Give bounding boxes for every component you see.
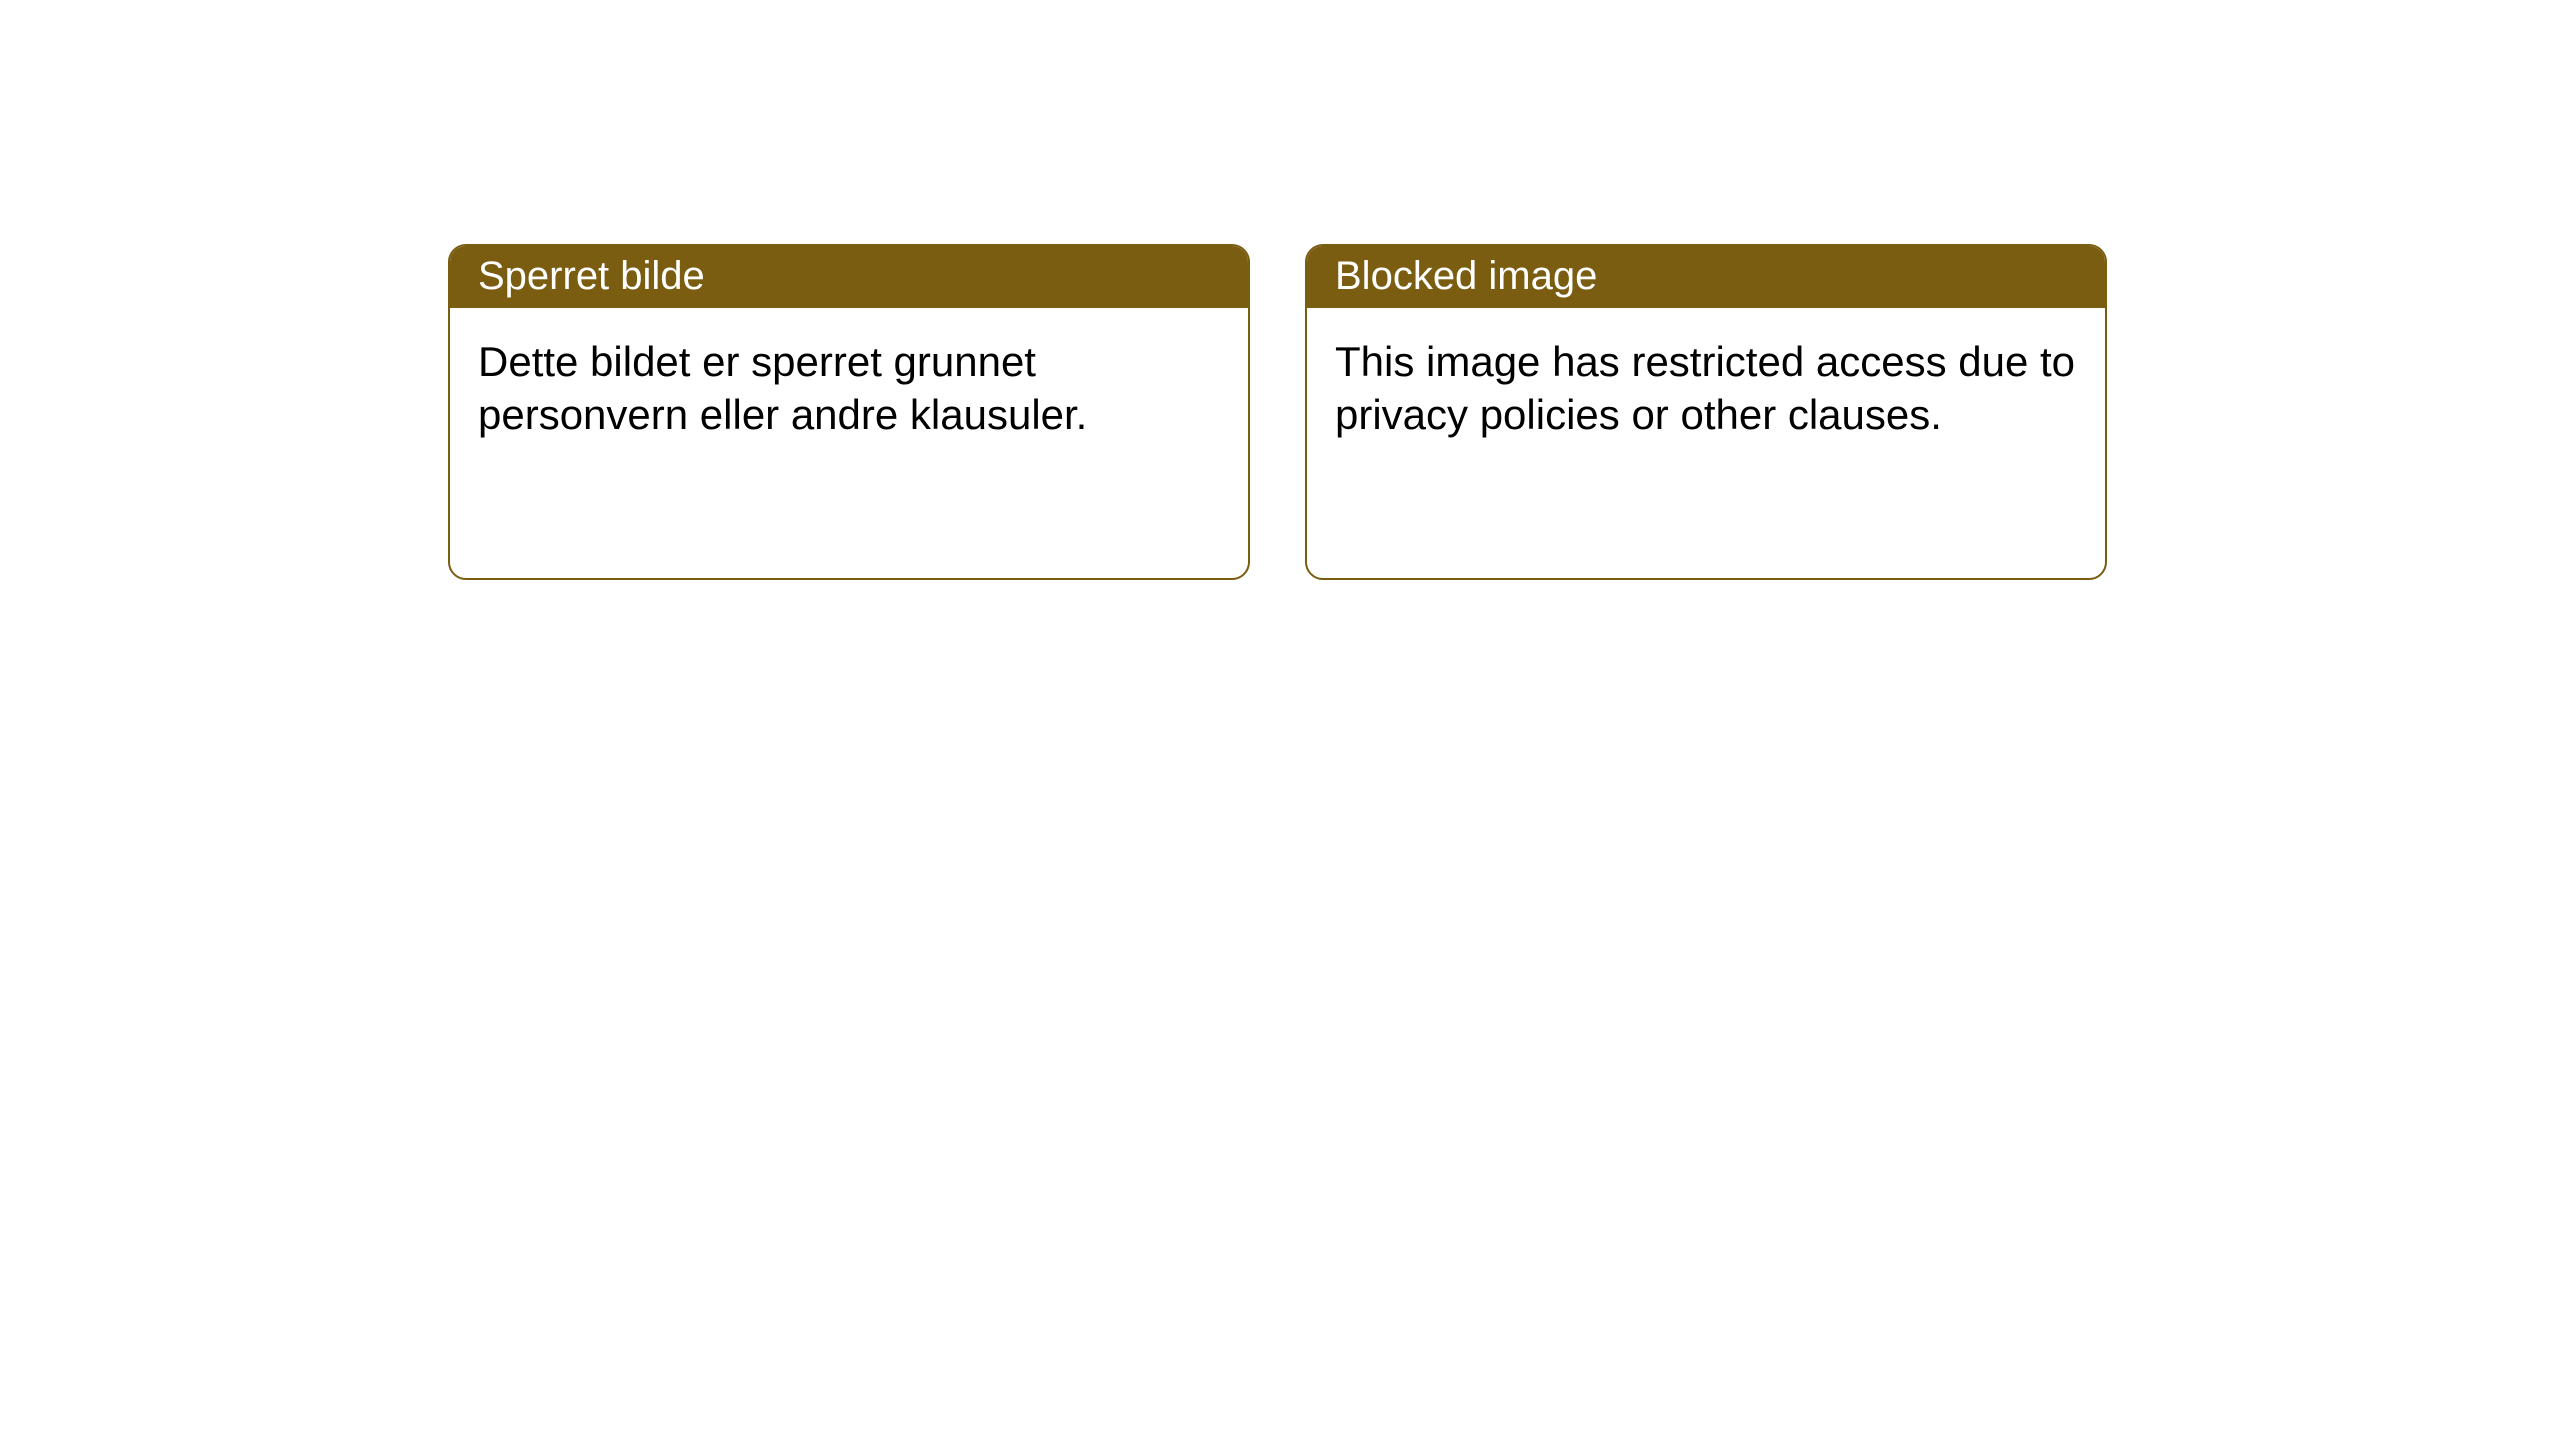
notice-card-en: Blocked image This image has restricted … xyxy=(1305,244,2107,580)
notice-container: Sperret bilde Dette bildet er sperret gr… xyxy=(448,244,2107,580)
notice-title-no: Sperret bilde xyxy=(450,246,1248,308)
notice-body-en: This image has restricted access due to … xyxy=(1307,308,2105,469)
notice-card-no: Sperret bilde Dette bildet er sperret gr… xyxy=(448,244,1250,580)
notice-body-no: Dette bildet er sperret grunnet personve… xyxy=(450,308,1248,469)
notice-title-en: Blocked image xyxy=(1307,246,2105,308)
